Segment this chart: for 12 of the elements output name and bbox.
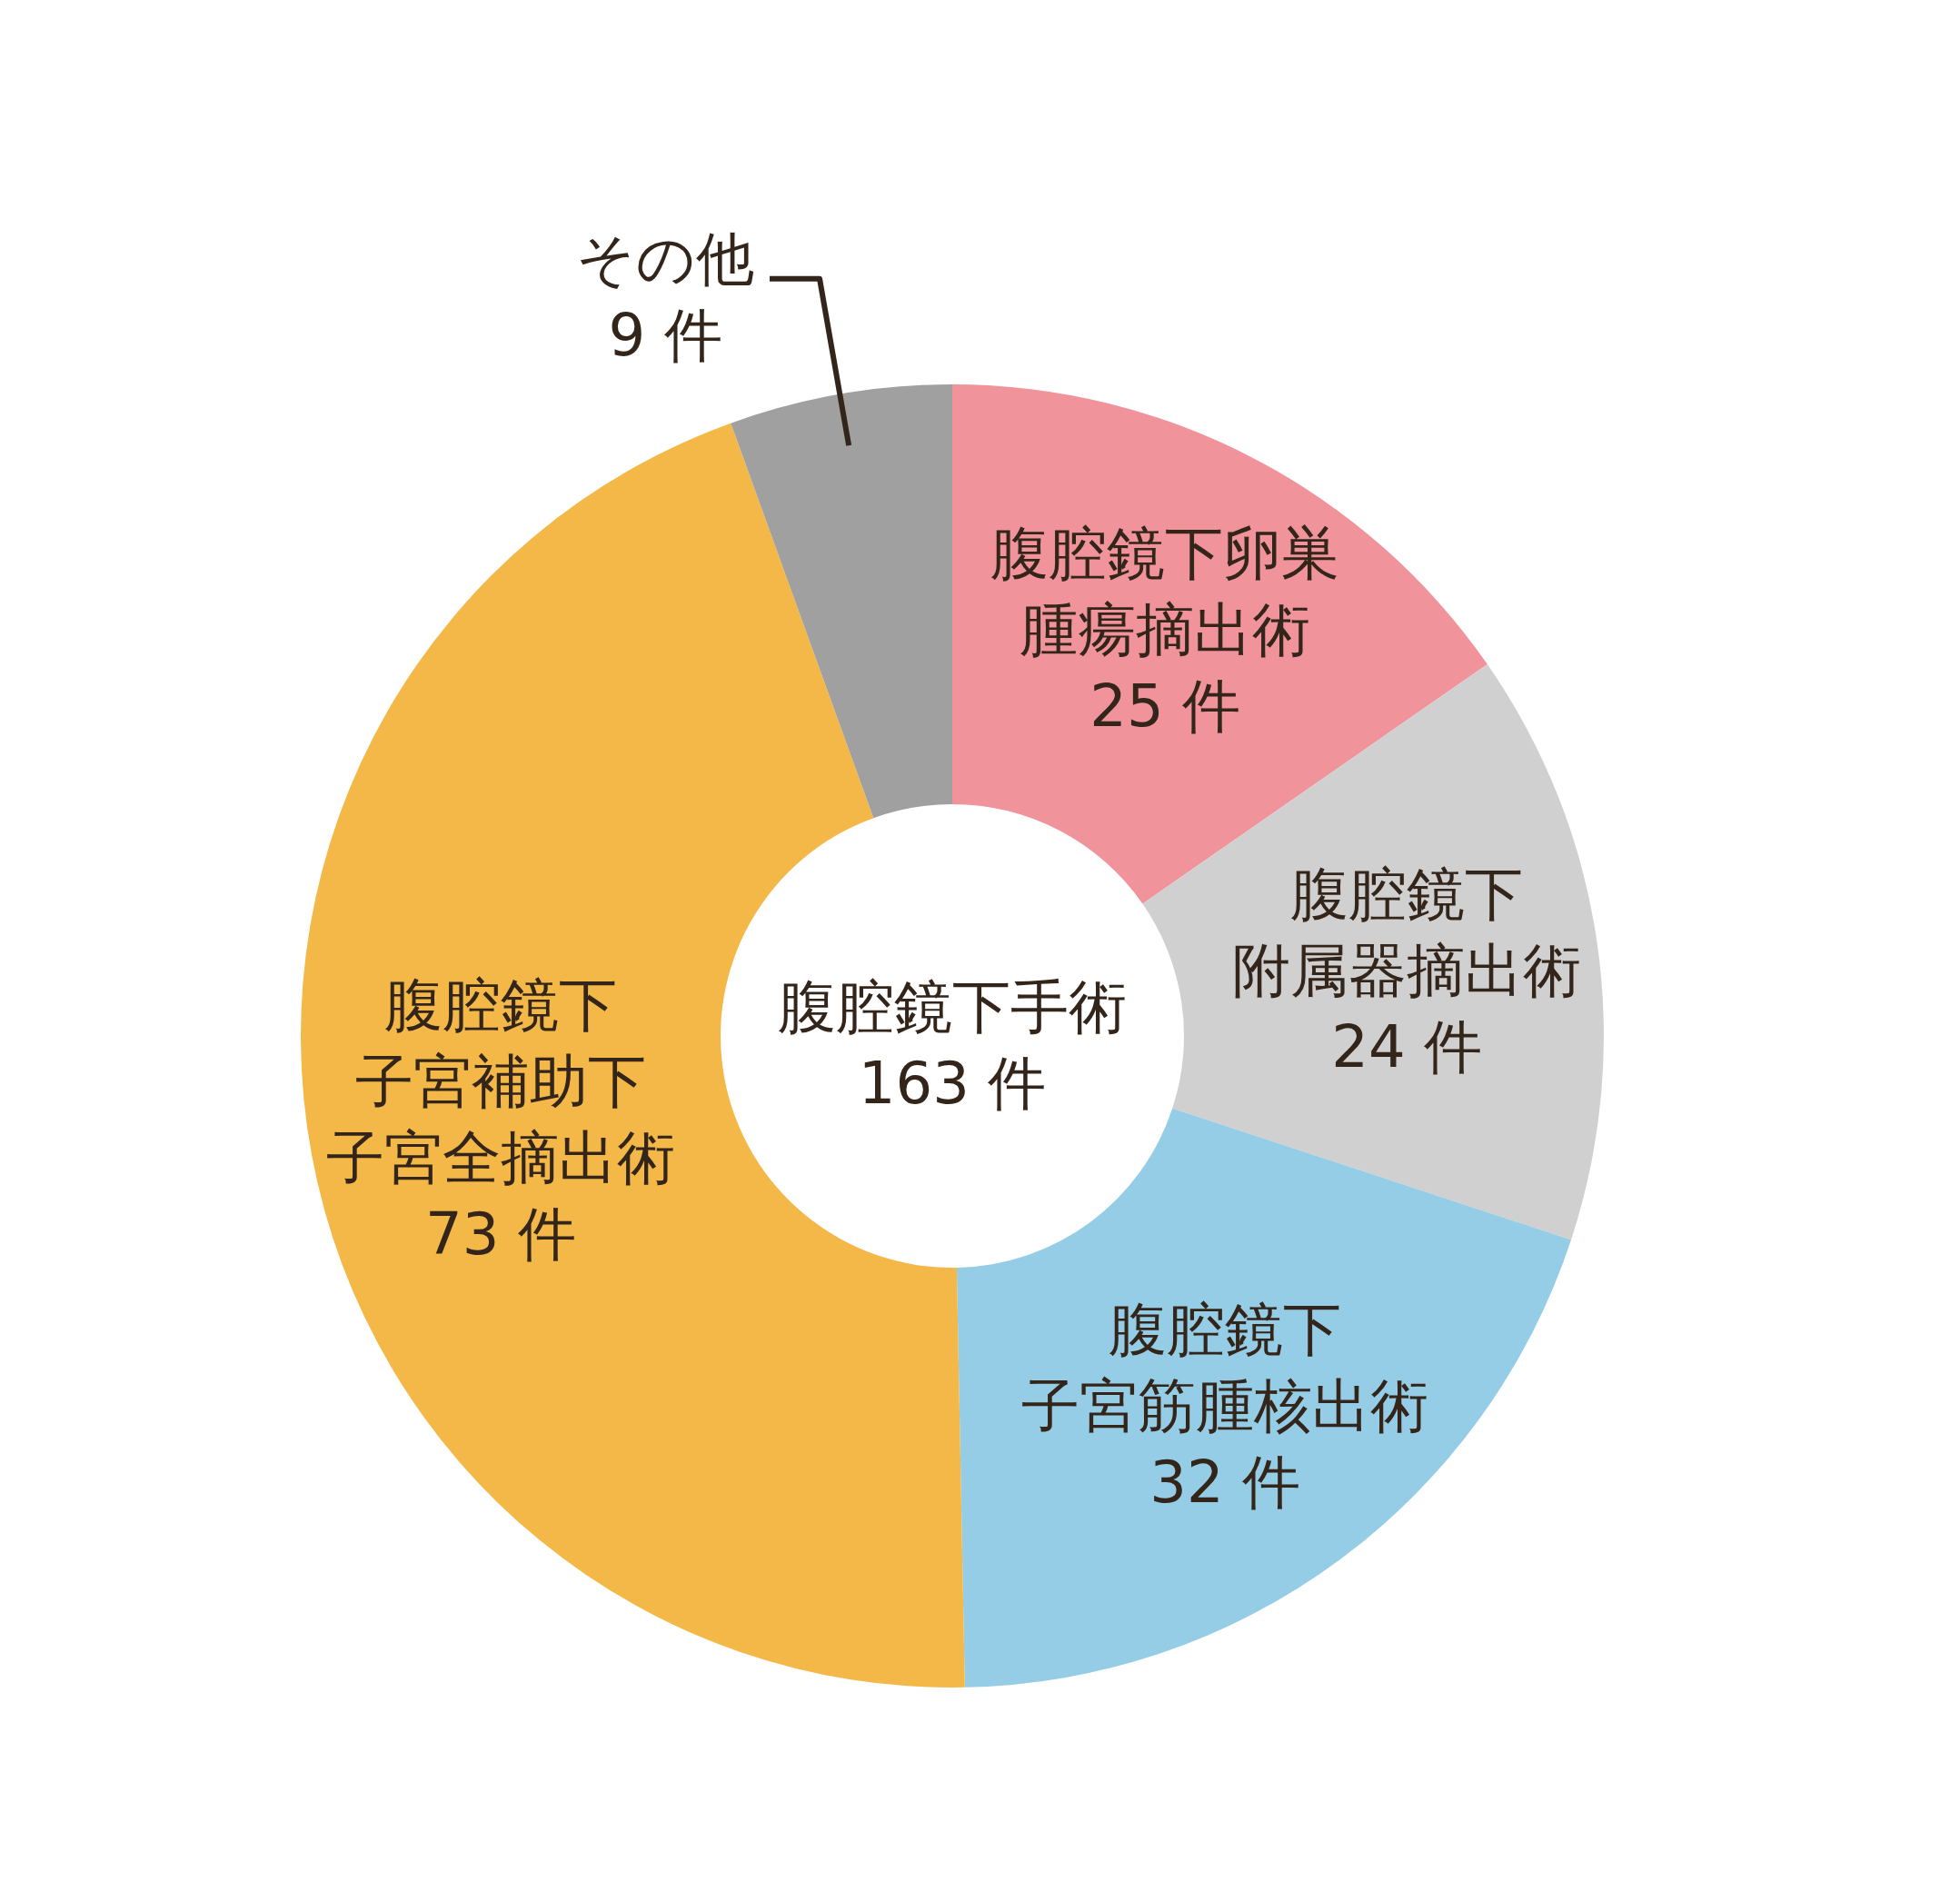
- slice-label: 腹腔鏡下附属器摘出術: [1232, 860, 1582, 1004]
- text: 163 件: [858, 1050, 1047, 1118]
- slice-label: 腹腔鏡下卵巣腫瘍摘出術: [990, 519, 1340, 663]
- slice-label: 腹腔鏡下子宮筋腫核出術: [1021, 1296, 1429, 1440]
- slice-label: その他: [575, 225, 754, 294]
- data-label: 24 件: [1331, 1012, 1483, 1080]
- text: 腹腔鏡下手術: [778, 973, 1127, 1041]
- data-label: 32 件: [1149, 1449, 1301, 1517]
- data-label: 9 件: [608, 302, 722, 370]
- slice-label: 腹腔鏡下子宮補助下子宮全摘出術: [326, 971, 676, 1192]
- data-label: 73 件: [425, 1200, 576, 1269]
- data-label: 25 件: [1089, 672, 1241, 740]
